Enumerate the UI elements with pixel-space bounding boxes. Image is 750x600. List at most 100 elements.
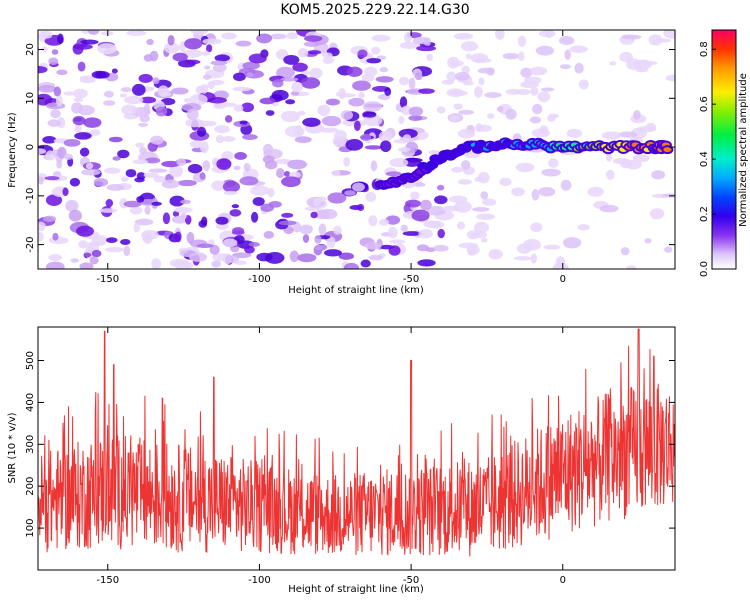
spectrogram-cell <box>360 133 372 141</box>
spectrogram-cell <box>465 53 472 60</box>
spectrogram-cell <box>48 254 62 262</box>
spectrogram-cell <box>48 57 59 65</box>
spectrogram-cell <box>458 109 474 115</box>
spectrogram-cell <box>38 221 46 232</box>
spectrogram-cell <box>187 163 203 174</box>
spectrogram-cell <box>662 193 675 198</box>
spectrogram-cell <box>174 206 193 214</box>
spectrogram-cell <box>348 97 365 107</box>
spectrogram-cell <box>511 187 525 197</box>
colorbar-tick-label: 0.2 <box>699 206 710 222</box>
spectrogram-cell <box>566 128 583 139</box>
spectrogram-cell <box>112 156 121 161</box>
spectrogram-cell <box>408 77 416 90</box>
spectrogram-cell <box>285 99 296 105</box>
spectrogram-cell <box>357 203 365 212</box>
spectrogram-cell <box>310 211 318 219</box>
spectrogram-cell <box>93 178 109 187</box>
spectrogram-cell <box>488 249 503 260</box>
spectrogram-cell <box>385 171 402 177</box>
spectrogram-cell <box>162 212 171 225</box>
spectrogram-cell <box>333 225 342 235</box>
spectrogram-cell <box>169 195 185 207</box>
spectrogram-cell <box>244 245 255 254</box>
spectrogram-cell <box>418 228 433 239</box>
spectrogram-cell <box>379 218 390 226</box>
spectrogram-cell <box>202 160 211 171</box>
spectrogram-cell <box>513 256 533 261</box>
spectrogram-cell <box>321 52 333 58</box>
spectrogram-cell <box>530 253 538 264</box>
spectrogram-cell <box>281 212 294 218</box>
spectrogram-cell <box>587 186 604 197</box>
spectrogram-cell <box>117 149 130 159</box>
spectrogram-cell <box>283 171 291 177</box>
spectrogram-cell <box>314 235 322 244</box>
spectrogram-cell <box>548 157 559 169</box>
spectrogram-cell <box>207 97 227 104</box>
spectrogram-cell <box>365 241 382 250</box>
spectrogram-cell <box>142 232 151 243</box>
spectrogram-cell <box>202 74 212 80</box>
spectrogram-cell <box>461 160 471 170</box>
spectrogram-y-tick-label: -10 <box>25 188 36 204</box>
spectrogram-frame <box>37 29 676 270</box>
spectrogram-cell <box>463 80 474 86</box>
spectrogram-cell <box>454 32 473 40</box>
spectrogram-cell <box>72 44 93 50</box>
spectrogram-cell <box>74 123 82 134</box>
spectrogram-cell <box>457 128 476 139</box>
spectrogram-cell <box>263 230 275 239</box>
spectrogram-cell <box>42 136 57 144</box>
spectrogram-cell <box>73 97 84 103</box>
spectrogram-cell <box>45 194 63 206</box>
spectrogram-cell <box>196 126 207 137</box>
spectrogram-cell <box>81 169 101 176</box>
spectrogram-cell <box>57 33 64 44</box>
spectrogram-cell <box>233 165 241 171</box>
spectrogram-cell <box>402 231 422 236</box>
spectrogram-cell <box>338 252 355 260</box>
spectrogram-cell <box>364 145 383 150</box>
spectrogram-cell <box>81 30 89 35</box>
spectrogram-cell <box>637 125 657 133</box>
spectrogram-cell <box>412 182 426 187</box>
spectrogram-cell <box>38 176 44 185</box>
spectrogram-cell <box>632 154 650 163</box>
spectrogram-cell <box>184 38 203 50</box>
spectrogram-cell <box>388 245 401 256</box>
spectrogram-cell <box>605 153 613 162</box>
spectrogram-cell <box>648 34 663 46</box>
spectrogram-cell <box>222 135 236 142</box>
spectrogram-cell <box>280 110 301 122</box>
spectrogram-cell <box>234 152 247 160</box>
spectrogram-cell <box>214 54 230 62</box>
spectrogram-cell <box>331 170 341 177</box>
spectrogram-cell <box>403 31 412 43</box>
spectrogram-cell <box>246 72 254 78</box>
spectrogram-cell <box>105 237 118 243</box>
spectrogram-cell <box>441 205 461 212</box>
spectrogram-cell <box>250 211 259 223</box>
spectrogram-cell <box>289 250 300 262</box>
spectrogram-cell <box>481 237 488 243</box>
snr-y-axis-label: SNR (10 * v/v) <box>7 412 18 483</box>
spectrogram-cell <box>441 79 454 85</box>
spectrogram-cell <box>437 228 445 239</box>
spectrogram-cell <box>181 102 202 112</box>
spectrogram-cell <box>123 200 142 208</box>
spectrogram-cell <box>51 49 59 55</box>
spectrogram-cell <box>221 32 237 40</box>
spectrogram-cell <box>419 199 432 211</box>
spectrogram-cell <box>496 106 504 112</box>
spectrogram-cell <box>547 114 556 122</box>
spectrogram-cell <box>233 104 244 112</box>
spectrogram-cell <box>265 110 275 116</box>
spectrogram-cell <box>303 35 323 42</box>
spectrogram-cell <box>69 177 81 187</box>
spectrogram-cell <box>368 254 384 261</box>
spectrogram-cell <box>475 123 483 133</box>
spectrogram-cell <box>124 95 144 105</box>
spectrogram-cell <box>262 143 274 155</box>
spectrogram-cell <box>474 176 483 182</box>
